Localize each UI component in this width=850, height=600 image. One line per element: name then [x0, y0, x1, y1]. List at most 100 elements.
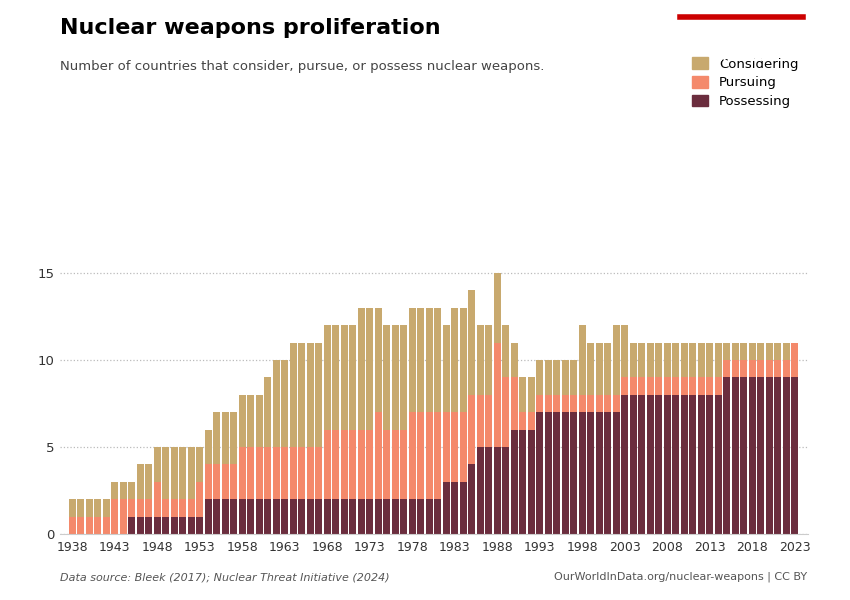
Bar	[519, 412, 526, 430]
Bar	[247, 447, 254, 499]
Bar	[120, 499, 127, 534]
Bar	[324, 430, 331, 499]
Bar	[536, 412, 543, 534]
Bar	[111, 499, 118, 534]
Bar	[103, 517, 110, 534]
Bar	[205, 499, 212, 534]
Bar	[579, 412, 586, 534]
Bar	[630, 395, 637, 534]
Bar	[341, 325, 348, 430]
Bar	[103, 499, 110, 517]
Bar	[332, 430, 339, 499]
Bar	[213, 499, 220, 534]
Bar	[426, 308, 433, 412]
Bar	[587, 343, 594, 395]
Bar	[366, 430, 373, 499]
Bar	[638, 377, 645, 395]
Bar	[630, 377, 637, 395]
Bar	[392, 430, 399, 499]
Bar	[783, 343, 790, 360]
Bar	[120, 482, 127, 499]
Bar	[205, 430, 212, 464]
Bar	[69, 517, 76, 534]
Text: Data source: Bleek (2017); Nuclear Threat Initiative (2024): Data source: Bleek (2017); Nuclear Threa…	[60, 572, 389, 582]
Text: OurWorldInData.org/nuclear-weapons | CC BY: OurWorldInData.org/nuclear-weapons | CC …	[554, 571, 808, 582]
Bar	[196, 482, 203, 517]
Bar	[222, 499, 229, 534]
Bar	[664, 395, 671, 534]
Bar	[366, 499, 373, 534]
Bar	[791, 377, 798, 534]
Bar	[315, 447, 322, 499]
Bar	[766, 377, 773, 534]
Bar	[655, 395, 662, 534]
Bar	[613, 395, 620, 412]
Bar	[749, 377, 756, 534]
Bar	[774, 343, 781, 360]
Bar	[477, 447, 484, 534]
Bar	[502, 377, 509, 447]
Bar	[604, 343, 611, 395]
Bar	[460, 482, 467, 534]
Bar	[511, 343, 518, 377]
Bar	[757, 343, 764, 360]
Bar	[494, 343, 501, 447]
Bar	[162, 517, 169, 534]
Bar	[298, 343, 305, 447]
Bar	[460, 412, 467, 482]
Bar	[162, 499, 169, 517]
Bar	[774, 377, 781, 534]
Bar	[188, 517, 195, 534]
Bar	[443, 325, 450, 412]
Bar	[290, 447, 297, 499]
Bar	[264, 377, 271, 447]
Bar	[409, 308, 416, 412]
Bar	[341, 499, 348, 534]
Bar	[732, 343, 739, 360]
Bar	[324, 325, 331, 430]
Bar	[655, 343, 662, 377]
Bar	[86, 499, 93, 517]
Bar	[77, 517, 84, 534]
Bar	[443, 482, 450, 534]
Bar	[468, 464, 475, 534]
Bar	[137, 464, 144, 499]
Bar	[417, 499, 424, 534]
Bar	[647, 343, 654, 377]
Bar	[562, 412, 569, 534]
Bar	[315, 343, 322, 447]
Bar	[596, 343, 603, 395]
Bar	[757, 360, 764, 377]
Bar	[94, 517, 101, 534]
Bar	[400, 430, 407, 499]
Bar	[307, 343, 314, 447]
Bar	[468, 395, 475, 464]
Bar	[783, 377, 790, 534]
Text: Our World: Our World	[710, 32, 774, 41]
Bar	[596, 395, 603, 412]
Bar	[647, 395, 654, 534]
Bar	[426, 499, 433, 534]
Bar	[230, 464, 237, 499]
Bar	[562, 360, 569, 395]
Bar	[392, 499, 399, 534]
Bar	[349, 499, 356, 534]
Bar	[137, 499, 144, 517]
Bar	[672, 343, 679, 377]
Bar	[400, 499, 407, 534]
Text: Nuclear weapons proliferation: Nuclear weapons proliferation	[60, 18, 440, 38]
Bar	[443, 412, 450, 482]
Bar	[698, 377, 705, 395]
Bar	[468, 290, 475, 395]
Bar	[332, 325, 339, 430]
Bar	[783, 360, 790, 377]
Bar	[128, 517, 135, 534]
Bar	[298, 499, 305, 534]
Bar	[715, 377, 722, 395]
Bar	[766, 360, 773, 377]
Bar	[477, 325, 484, 395]
Bar	[528, 377, 535, 412]
Bar	[638, 395, 645, 534]
Bar	[86, 517, 93, 534]
Bar	[154, 517, 161, 534]
